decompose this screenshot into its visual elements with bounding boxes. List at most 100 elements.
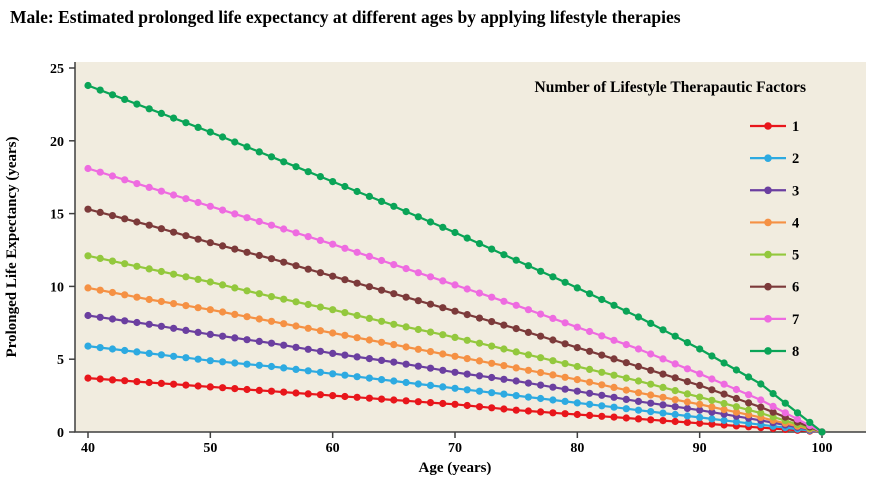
data-point — [316, 347, 324, 355]
data-point — [133, 348, 141, 356]
data-point — [634, 313, 643, 321]
data-point — [206, 239, 214, 247]
data-point — [586, 327, 594, 336]
data-point — [219, 281, 227, 289]
data-point — [365, 355, 373, 363]
data-point — [292, 343, 300, 351]
data-point — [390, 290, 398, 298]
data-point — [108, 376, 117, 384]
data-point — [806, 418, 814, 426]
data-point — [145, 295, 153, 304]
data-point — [243, 360, 251, 368]
data-point — [598, 381, 606, 389]
data-point — [696, 393, 704, 401]
data-point — [757, 403, 765, 411]
data-point — [537, 369, 545, 377]
data-point — [108, 91, 117, 99]
data-point — [329, 349, 337, 357]
data-point — [512, 377, 520, 385]
data-point — [194, 198, 202, 207]
data-point — [378, 286, 386, 294]
data-point — [292, 163, 300, 171]
data-point — [170, 228, 178, 236]
data-point — [647, 416, 655, 424]
legend: 1 2 3 4 5 6 7 8 — [750, 119, 799, 360]
data-point — [647, 399, 655, 407]
data-point — [708, 408, 716, 416]
data-point — [194, 382, 202, 390]
data-point — [206, 278, 214, 286]
data-point — [182, 119, 190, 127]
data-point — [84, 311, 92, 320]
data-point — [206, 330, 214, 338]
data-point — [84, 205, 92, 213]
data-point — [219, 242, 227, 250]
data-point — [206, 357, 214, 365]
data-point — [537, 394, 545, 403]
data-point — [634, 345, 643, 353]
data-point — [292, 365, 300, 373]
data-point — [463, 355, 471, 363]
data-point — [145, 183, 153, 191]
data-point — [524, 393, 533, 401]
data-point — [696, 345, 704, 353]
data-point — [586, 347, 594, 355]
data-point — [390, 341, 398, 349]
data-point — [451, 307, 459, 315]
data-point — [341, 182, 349, 191]
data-point — [598, 332, 606, 340]
data-point — [84, 284, 92, 292]
data-point — [96, 86, 104, 94]
data-point — [537, 310, 545, 318]
data-point — [402, 323, 410, 331]
legend-marker — [764, 250, 772, 259]
x-tick-label: 70 — [448, 441, 462, 456]
data-point — [708, 375, 716, 383]
data-point — [402, 378, 410, 387]
data-point — [500, 390, 508, 398]
data-point — [390, 396, 398, 404]
data-point — [439, 399, 447, 408]
series-6 — [84, 205, 826, 436]
data-point — [267, 339, 276, 347]
data-point — [108, 315, 117, 323]
legend-marker — [764, 186, 772, 195]
data-point — [219, 308, 227, 316]
legend-label: 3 — [792, 183, 799, 199]
data-point — [537, 354, 545, 362]
data-point — [622, 359, 630, 367]
data-point — [439, 383, 447, 391]
data-point — [121, 291, 129, 299]
data-point — [439, 277, 447, 285]
data-point — [84, 342, 92, 350]
data-point — [108, 172, 117, 180]
data-point — [255, 315, 263, 323]
data-point — [732, 418, 741, 426]
data-point — [659, 326, 667, 334]
legend-item: 2 — [750, 151, 799, 167]
data-point — [745, 391, 753, 399]
data-point — [745, 406, 753, 414]
data-point — [586, 378, 594, 386]
data-point — [488, 245, 496, 253]
data-point — [488, 342, 496, 350]
data-point — [659, 417, 667, 425]
data-point — [231, 245, 239, 253]
data-point — [610, 301, 618, 309]
data-point — [647, 366, 655, 374]
data-point — [243, 143, 251, 151]
data-point — [219, 384, 227, 392]
data-point — [573, 284, 581, 292]
data-point — [757, 380, 765, 388]
data-point — [622, 341, 630, 349]
data-point — [537, 267, 545, 275]
data-point — [402, 265, 410, 273]
data-point — [243, 214, 251, 222]
data-point — [573, 323, 581, 331]
data-point — [573, 344, 581, 352]
data-point — [598, 391, 606, 399]
data-point — [304, 233, 312, 241]
data-point — [610, 371, 618, 379]
data-point — [537, 332, 545, 340]
